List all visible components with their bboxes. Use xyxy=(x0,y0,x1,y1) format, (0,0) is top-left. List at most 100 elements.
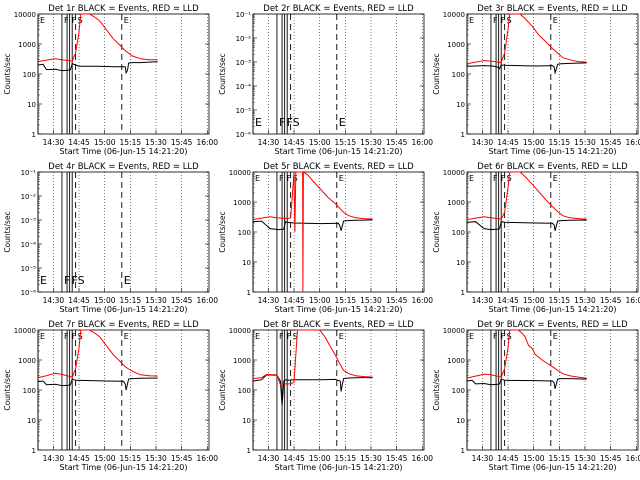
y-axis-label: Counts/sec xyxy=(218,53,227,94)
y-axis-label: Counts/sec xyxy=(218,211,227,252)
series-events-line xyxy=(466,219,587,231)
event-flag-label: F xyxy=(493,174,498,183)
event-flag-label: E xyxy=(339,116,346,129)
panel-3: Det 3r BLACK = Events, RED = LLD 14:30 14:… xyxy=(432,4,640,156)
y-tick-label: 10 xyxy=(27,417,36,425)
plot-frame xyxy=(37,13,210,135)
event-flag-label: F xyxy=(287,116,293,129)
series-lld-line xyxy=(37,329,158,379)
x-tick-label: 14:30 xyxy=(258,454,280,463)
event-flag-label: E xyxy=(255,174,260,183)
plot-frame xyxy=(37,329,210,451)
event-flag-label: F xyxy=(72,16,77,25)
series-lld-line xyxy=(466,13,587,65)
event-flag-label: S xyxy=(293,116,300,129)
y-tick-label: 10⁻³ xyxy=(21,217,37,225)
x-tick-label: 15:15 xyxy=(335,454,357,463)
y-tick-label: 10⁻² xyxy=(21,193,37,201)
x-tick-label: 16:00 xyxy=(411,296,433,305)
event-flag-label: E xyxy=(124,274,131,287)
panel-8: Det 8r BLACK = Events, RED = LLD 14:30 14:… xyxy=(218,320,433,472)
panel-title: Det 6r BLACK = Events, RED = LLD xyxy=(477,162,628,172)
x-tick-label: 16:00 xyxy=(625,296,640,305)
x-tick-label: 15:00 xyxy=(523,138,545,147)
x-axis-label: Start Time (06-Jun-15 14:21:20) xyxy=(275,305,403,314)
y-tick-label: 100 xyxy=(23,387,36,395)
x-tick-label: 14:45 xyxy=(283,454,305,463)
x-tick-label: 16:00 xyxy=(411,138,433,147)
x-tick-label: 16:00 xyxy=(196,454,218,463)
panel-1: Det 1r BLACK = Events, RED = LLD 14:30 14:… xyxy=(3,4,218,156)
plot-frame xyxy=(466,171,639,293)
event-flag-label: F xyxy=(72,332,77,341)
x-tick-label: 16:00 xyxy=(196,138,218,147)
x-tick-label: 16:00 xyxy=(411,454,433,463)
y-tick-label: 10 xyxy=(456,259,465,267)
x-tick-label: 15:00 xyxy=(309,296,331,305)
series-lld-line xyxy=(466,329,587,379)
event-flag-label: F xyxy=(501,16,506,25)
y-tick-label: 10 xyxy=(242,259,251,267)
y-tick-label: 10 xyxy=(242,417,251,425)
x-tick-label: 15:15 xyxy=(549,454,571,463)
event-flag-label: F xyxy=(279,174,284,183)
event-flag-label: E xyxy=(469,16,474,25)
panel-title: Det 9r BLACK = Events, RED = LLD xyxy=(477,320,628,330)
x-tick-label: 15:45 xyxy=(600,296,622,305)
x-tick-label: 14:45 xyxy=(497,138,519,147)
x-tick-label: 15:45 xyxy=(171,138,193,147)
y-tick-label: 10 xyxy=(456,101,465,109)
x-axis-label: Start Time (06-Jun-15 14:21:20) xyxy=(489,463,617,472)
y-axis-label: Counts/sec xyxy=(432,369,441,410)
event-flag-label: F xyxy=(493,16,498,25)
panel-6: Det 6r BLACK = Events, RED = LLD 14:30 14:… xyxy=(432,162,640,314)
y-tick-label: 1000 xyxy=(447,357,465,365)
x-tick-label: 15:00 xyxy=(94,138,116,147)
y-tick-label: 10⁻⁵ xyxy=(236,107,252,115)
x-tick-label: 14:30 xyxy=(472,454,494,463)
y-axis-label: Counts/sec xyxy=(218,369,227,410)
y-tick-label: 10⁻⁶ xyxy=(236,131,252,139)
x-tick-label: 15:30 xyxy=(574,296,596,305)
x-tick-label: 15:30 xyxy=(145,454,167,463)
x-tick-label: 14:45 xyxy=(497,454,519,463)
event-flag-label: E xyxy=(255,116,262,129)
event-flag-label: F xyxy=(501,332,506,341)
event-flag-label: F xyxy=(287,174,292,183)
y-tick-label: 10000 xyxy=(443,11,465,19)
y-axis-label: Counts/sec xyxy=(3,53,12,94)
y-tick-label: 1 xyxy=(461,289,465,297)
y-tick-label: 10⁻¹ xyxy=(236,11,252,19)
x-tick-label: 15:45 xyxy=(386,138,408,147)
x-tick-label: 15:00 xyxy=(523,296,545,305)
x-tick-label: 15:30 xyxy=(360,296,382,305)
event-flag-label: E xyxy=(469,174,474,183)
x-tick-label: 14:45 xyxy=(283,296,305,305)
x-tick-label: 15:30 xyxy=(360,454,382,463)
x-axis-label: Start Time (06-Jun-15 14:21:20) xyxy=(275,147,403,156)
y-tick-label: 10000 xyxy=(229,327,251,335)
x-axis-label: Start Time (06-Jun-15 14:21:20) xyxy=(275,463,403,472)
y-tick-label: 1 xyxy=(461,131,465,139)
x-tick-label: 15:45 xyxy=(600,138,622,147)
y-tick-label: 10⁻⁵ xyxy=(21,265,37,273)
event-flag-label: E xyxy=(553,332,558,341)
x-tick-label: 16:00 xyxy=(196,296,218,305)
y-tick-label: 10000 xyxy=(14,327,36,335)
y-tick-label: 1 xyxy=(32,447,36,455)
event-flag-label: F xyxy=(493,332,498,341)
x-tick-label: 14:30 xyxy=(472,138,494,147)
panel-title: Det 8r BLACK = Events, RED = LLD xyxy=(263,320,414,330)
y-tick-label: 10 xyxy=(456,417,465,425)
y-tick-label: 10000 xyxy=(443,169,465,177)
series-lld-line xyxy=(252,329,373,386)
y-tick-label: 100 xyxy=(23,71,36,79)
panel-title: Det 5r BLACK = Events, RED = LLD xyxy=(263,162,414,172)
event-flag-label: E xyxy=(40,274,47,287)
x-tick-label: 15:30 xyxy=(574,454,596,463)
y-tick-label: 1000 xyxy=(18,41,36,49)
event-flag-label: F xyxy=(279,332,284,341)
y-tick-label: 1000 xyxy=(447,199,465,207)
series-events-line xyxy=(252,219,373,231)
